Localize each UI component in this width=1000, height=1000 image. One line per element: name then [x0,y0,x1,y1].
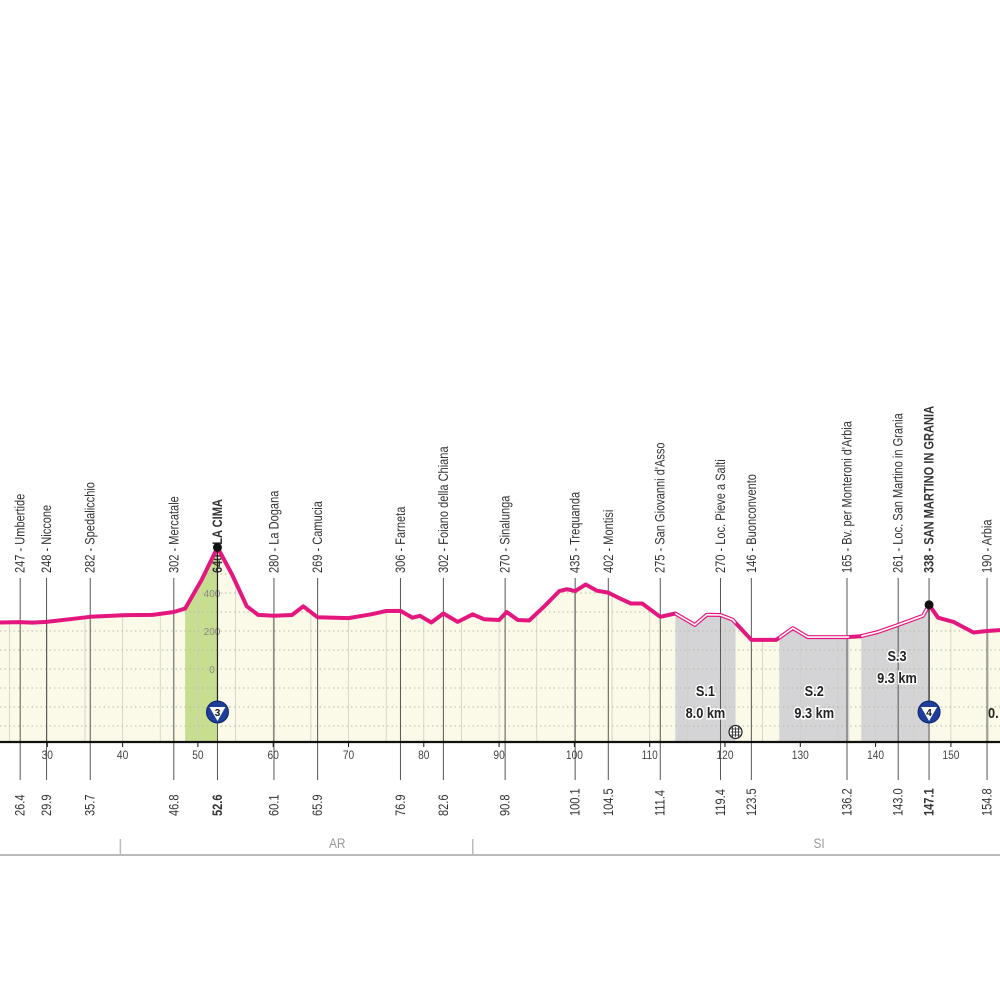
x-tick-label: 80 [418,749,429,762]
climb-scale-label: 0 [209,665,215,676]
waypoint-label: 146 - Buonconvento [744,474,759,573]
waypoint-label: 435 - Trequanda [568,492,583,573]
gravel-profile-line [675,545,930,641]
summit-dot [924,600,934,610]
waypoint-label: 165 - Bv. per Monteroni d'Arbia [839,421,854,573]
waypoint-label: 248 - Niccone [39,505,54,573]
gravel-sector-name: S.1 [696,682,715,699]
x-tick-label: 140 [867,749,884,762]
waypoint-km-label: 46.8 [166,794,181,816]
kom-icon-triangle [209,707,226,721]
waypoint-label: 338 - SAN MARTINO IN GRANIA [922,406,937,573]
waypoint-label: 261 - Loc. San Martino in Grania [891,413,906,573]
waypoint-km-label: 143.0 [891,788,906,816]
waypoint-km-label: 111.4 [653,790,668,816]
climb-scale-label: 200 [204,627,221,638]
x-tick-label: 30 [42,749,53,762]
x-tick-label: 120 [716,749,733,762]
waypoint-km-label: 104.5 [601,788,616,816]
x-tick-label: 100 [566,749,583,762]
waypoint-label: 270 - Sinalunga [498,495,513,573]
gravel-sector-length: 9.3 km [877,669,917,686]
kom-category-icon: 4 [917,700,941,724]
x-tick-label: 130 [792,749,809,762]
waypoint-km-label: 154.8 [980,788,995,816]
waypoint-km-label: 60.1 [266,794,281,816]
kom-icon-triangle [921,707,938,721]
waypoint-km-label: 147.1 [922,788,937,816]
x-tick-label: 40 [117,749,128,762]
waypoint-km-label: 76.9 [393,794,408,816]
gravel-sector-length: 8.0 km [686,704,726,721]
waypoint-km-label: 29.9 [39,794,54,816]
waypoint-label: 190 - Arbia [980,519,995,573]
waypoint-km-label: 26.4 [13,794,28,816]
waypoint-km-label: 35.7 [83,794,98,816]
climb-scale-label: 400 [204,589,221,600]
x-tick-label: 150 [942,749,959,762]
waypoint-km-label: 52.6 [210,794,225,816]
waypoint-label: 402 - Montisi [601,510,616,573]
waypoint-km-label: 90.8 [498,794,513,816]
x-tick-label: 110 [642,749,658,762]
intermediate-sprint-icon [728,724,743,740]
waypoint-km-label: 100.1 [568,788,583,816]
waypoint-km-label: 82.6 [436,794,451,816]
waypoint-label: 280 - La Dogana [266,491,281,573]
waypoint-label: 275 - San Giovanni d'Asso [653,442,668,573]
gravel-sector-name: S.2 [805,682,824,699]
kom-category-number: 3 [215,708,221,719]
gravel-sector-length: 9.3 km [794,704,834,721]
waypoint-label: 302 - Mercatale [166,496,181,573]
province-label: SI [814,835,825,851]
waypoint-label: 282 - Spedalicchio [83,482,98,573]
waypoint-label: 306 - Farneta [393,507,408,573]
profile-fill [0,547,1000,742]
waypoint-km-label: 65.9 [310,794,325,816]
summit-dot [212,542,222,552]
x-tick-label: 90 [493,749,504,762]
kom-category-icon: 3 [205,700,229,724]
waypoint-km-label: 136.2 [839,788,854,816]
x-tick-label: 70 [343,749,354,762]
waypoint-km-label: 119.4 [713,789,728,816]
waypoint-km-label: 123.5 [744,788,759,816]
waypoint-label: 247 - Umbertide [13,494,28,573]
gravel-sector-partial-label: 0. [988,704,999,721]
x-tick-label: 50 [192,749,203,762]
waypoint-label: 269 - Camucia [310,501,325,573]
kom-category-number: 4 [926,708,932,719]
waypoint-label: 302 - Foiano della Chiana [436,446,451,573]
x-tick-label: 60 [268,749,279,762]
waypoint-label: 270 - Loc. Pieve a Salti [713,459,728,573]
gravel-sector-name: S.3 [887,647,906,664]
province-label: AR [329,835,346,851]
